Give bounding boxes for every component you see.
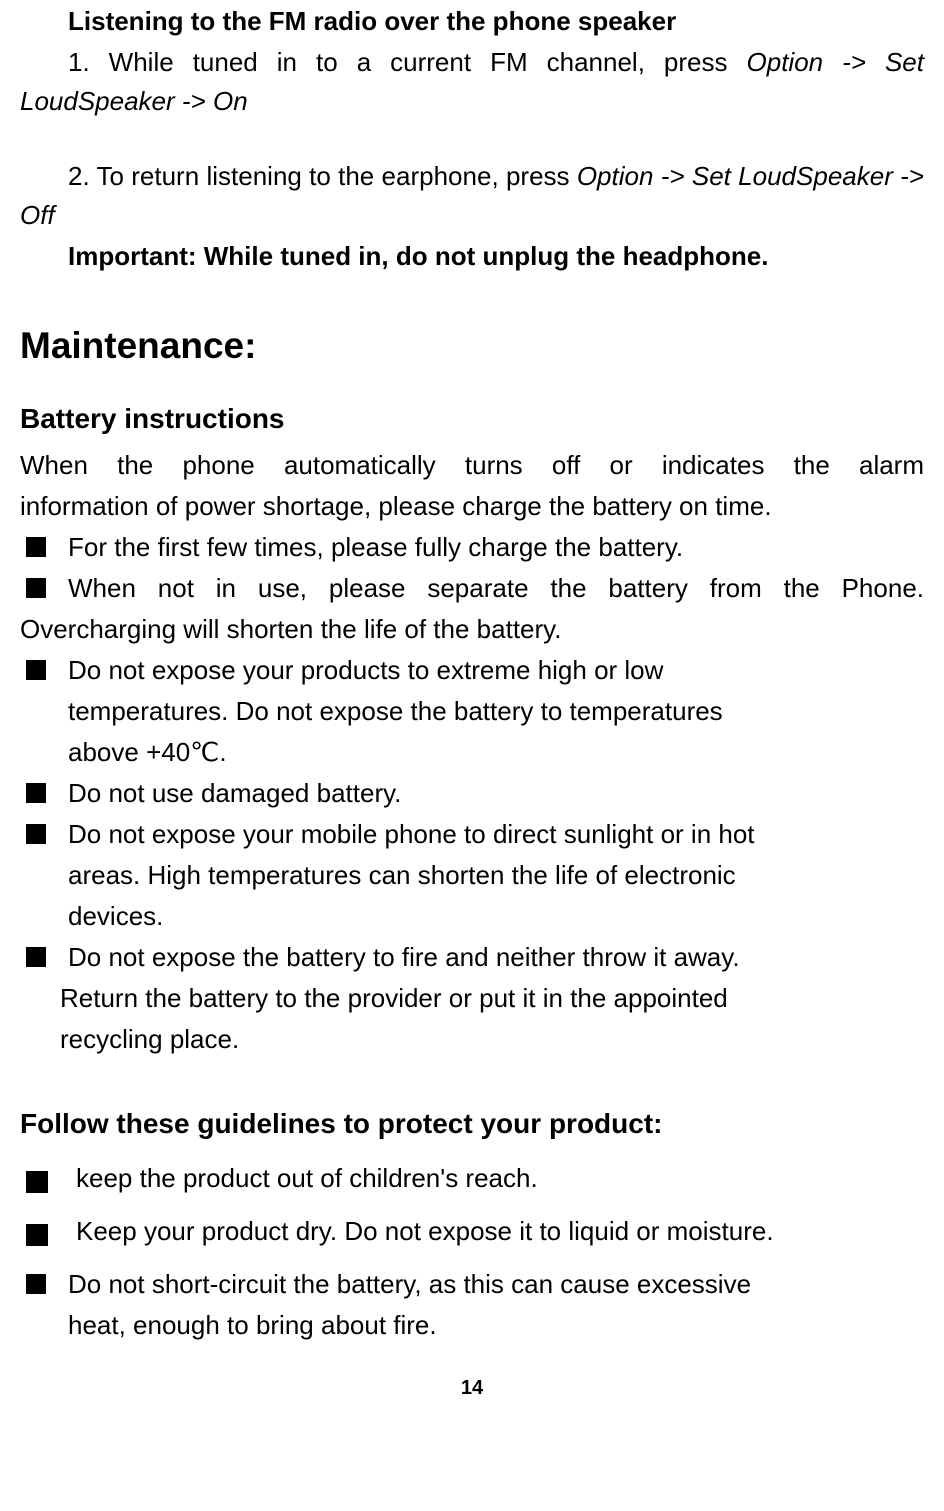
square-bullet-icon: [26, 578, 46, 598]
guideline-2-text: Keep your product dry. Do not expose it …: [76, 1212, 924, 1251]
guideline-2: Keep your product dry. Do not expose it …: [20, 1212, 924, 1251]
bullet-1: For the first few times, please fully ch…: [20, 528, 924, 567]
guideline-1-text: keep the product out of children's reach…: [76, 1159, 924, 1198]
bullet-3-text-l1: Do not expose your products to extreme h…: [68, 651, 924, 690]
bullet-3-text-l3: above +40℃.: [20, 733, 924, 772]
bullet-1-text: For the first few times, please fully ch…: [68, 528, 924, 567]
square-bullet-icon: [26, 1274, 46, 1294]
bullet-4-text: Do not use damaged battery.: [68, 774, 924, 813]
fm-step1: 1. While tuned in to a current FM channe…: [20, 43, 924, 121]
square-bullet-icon: [26, 947, 46, 967]
fm-step1-pre: 1. While tuned in to a current FM channe…: [68, 47, 747, 77]
page-number: 14: [20, 1373, 924, 1403]
guideline-1: keep the product out of children's reach…: [20, 1159, 924, 1198]
bullet-4: Do not use damaged battery.: [20, 774, 924, 813]
bullet-6-text-l1: Do not expose the battery to fire and ne…: [68, 938, 924, 977]
bullet-5-text-l3: devices.: [20, 897, 924, 936]
bullet-6: Do not expose the battery to fire and ne…: [20, 938, 924, 977]
fm-important: Important: While tuned in, do not unplug…: [20, 237, 924, 276]
bullet-2-cont: Overcharging will shorten the life of th…: [20, 610, 924, 649]
bullet-5: Do not expose your mobile phone to direc…: [20, 815, 924, 854]
bullet-2: When not in use, please separate the bat…: [20, 569, 924, 608]
bullet-6-text-l3: recycling place.: [20, 1020, 924, 1059]
bullet-3-text-l2: temperatures. Do not expose the battery …: [20, 692, 924, 731]
guideline-3: Do not short-circuit the battery, as thi…: [20, 1265, 924, 1304]
fm-heading: Listening to the FM radio over the phone…: [20, 2, 924, 41]
square-bullet-icon: [26, 537, 46, 557]
bullet-5-text-l2: areas. High temperatures can shorten the…: [20, 856, 924, 895]
fm-step2-pre: 2. To return listening to the earphone, …: [68, 161, 577, 191]
square-bullet-icon: [26, 824, 46, 844]
guidelines-heading: Follow these guidelines to protect your …: [20, 1103, 924, 1145]
bullet-5-text-l1: Do not expose your mobile phone to direc…: [68, 815, 924, 854]
square-bullet-icon: [26, 783, 46, 803]
bullet-2-text: When not in use, please separate the bat…: [68, 569, 924, 608]
battery-intro-l2: information of power shortage, please ch…: [20, 487, 924, 526]
battery-heading: Battery instructions: [20, 398, 924, 440]
fm-step2: 2. To return listening to the earphone, …: [20, 157, 924, 235]
bullet-3: Do not expose your products to extreme h…: [20, 651, 924, 690]
bullet-6-text-l2: Return the battery to the provider or pu…: [20, 979, 924, 1018]
maintenance-title: Maintenance:: [20, 318, 924, 374]
square-bullet-icon: [26, 1171, 48, 1193]
guideline-3-text-l1: Do not short-circuit the battery, as thi…: [68, 1265, 924, 1304]
battery-intro-l1: When the phone automatically turns off o…: [20, 446, 924, 485]
guideline-3-text-l2: heat, enough to bring about fire.: [20, 1306, 924, 1345]
square-bullet-icon: [26, 1224, 48, 1246]
square-bullet-icon: [26, 660, 46, 680]
